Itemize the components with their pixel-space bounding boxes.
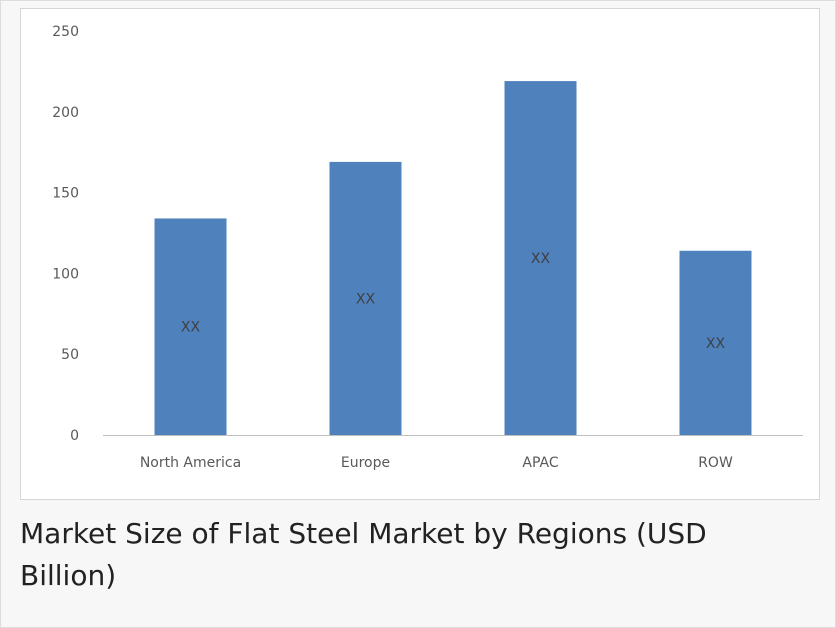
x-category-label: Europe — [341, 455, 390, 471]
figure-caption: Market Size of Flat Steel Market by Regi… — [20, 517, 707, 592]
x-category-label: ROW — [698, 455, 733, 471]
bar-chart: 0 50 100 150 200 250 XX North America XX Europe XX… — [52, 24, 803, 471]
bar — [154, 218, 227, 435]
bar — [504, 81, 577, 435]
y-tick-label: 100 — [52, 266, 79, 282]
y-tick-label: 250 — [52, 24, 79, 40]
y-tick-label: 200 — [52, 105, 79, 121]
data-label: XX — [531, 251, 551, 267]
x-category-label: North America — [140, 455, 241, 471]
y-tick-label: 150 — [52, 186, 79, 202]
data-label: XX — [181, 320, 201, 336]
data-label: XX — [356, 291, 376, 307]
x-category-label: APAC — [522, 455, 558, 471]
y-tick-label: 50 — [61, 347, 79, 363]
bar — [679, 250, 752, 435]
chart-area: 0 50 100 150 200 250 XX North America XX Europe XX… — [20, 8, 820, 500]
bar — [329, 161, 402, 435]
data-label: XX — [706, 336, 726, 352]
y-tick-label: 0 — [70, 428, 79, 444]
